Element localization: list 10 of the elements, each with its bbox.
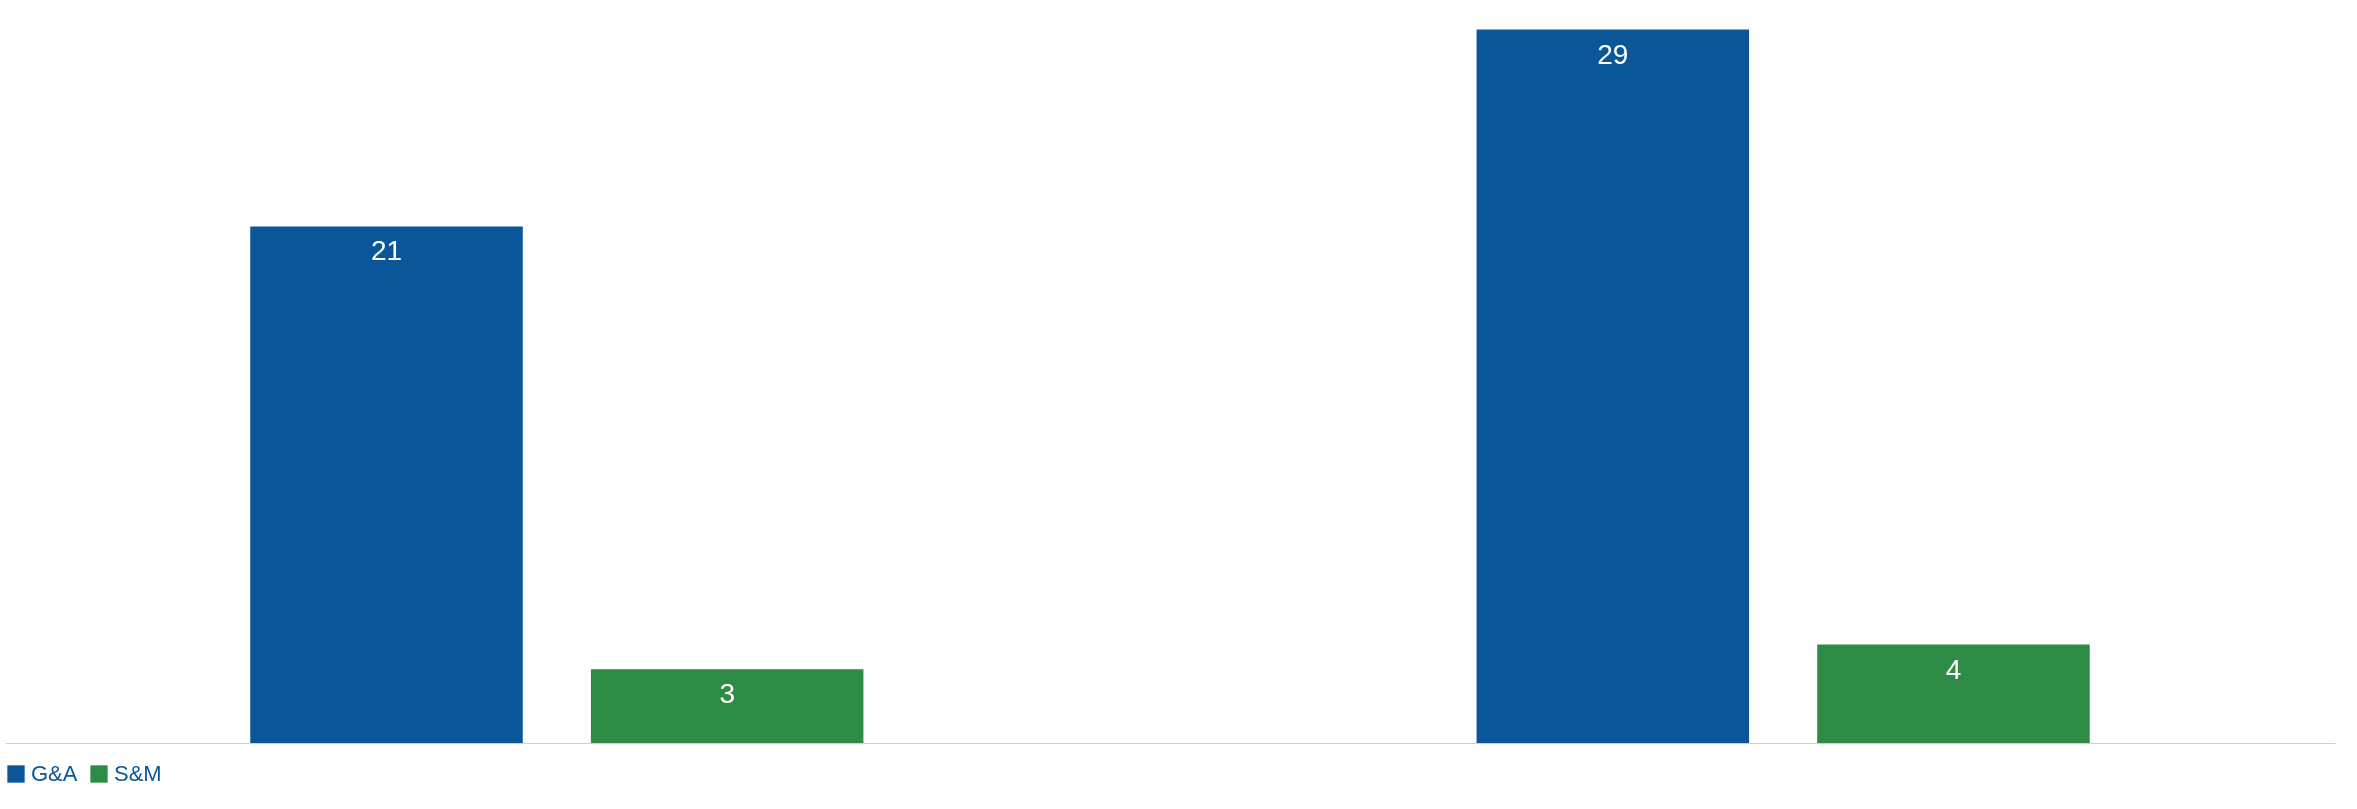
bar — [1476, 29, 1750, 743]
data-label: 4 — [1945, 653, 1962, 685]
bar — [590, 669, 864, 743]
legend-label: G&A — [31, 761, 78, 786]
data-label: 21 — [370, 235, 403, 267]
data-label: 3 — [719, 678, 735, 710]
legend-label: S&M — [114, 761, 162, 786]
bar — [1817, 644, 2090, 743]
data-label: 29 — [1597, 38, 1629, 70]
bar — [250, 226, 523, 743]
